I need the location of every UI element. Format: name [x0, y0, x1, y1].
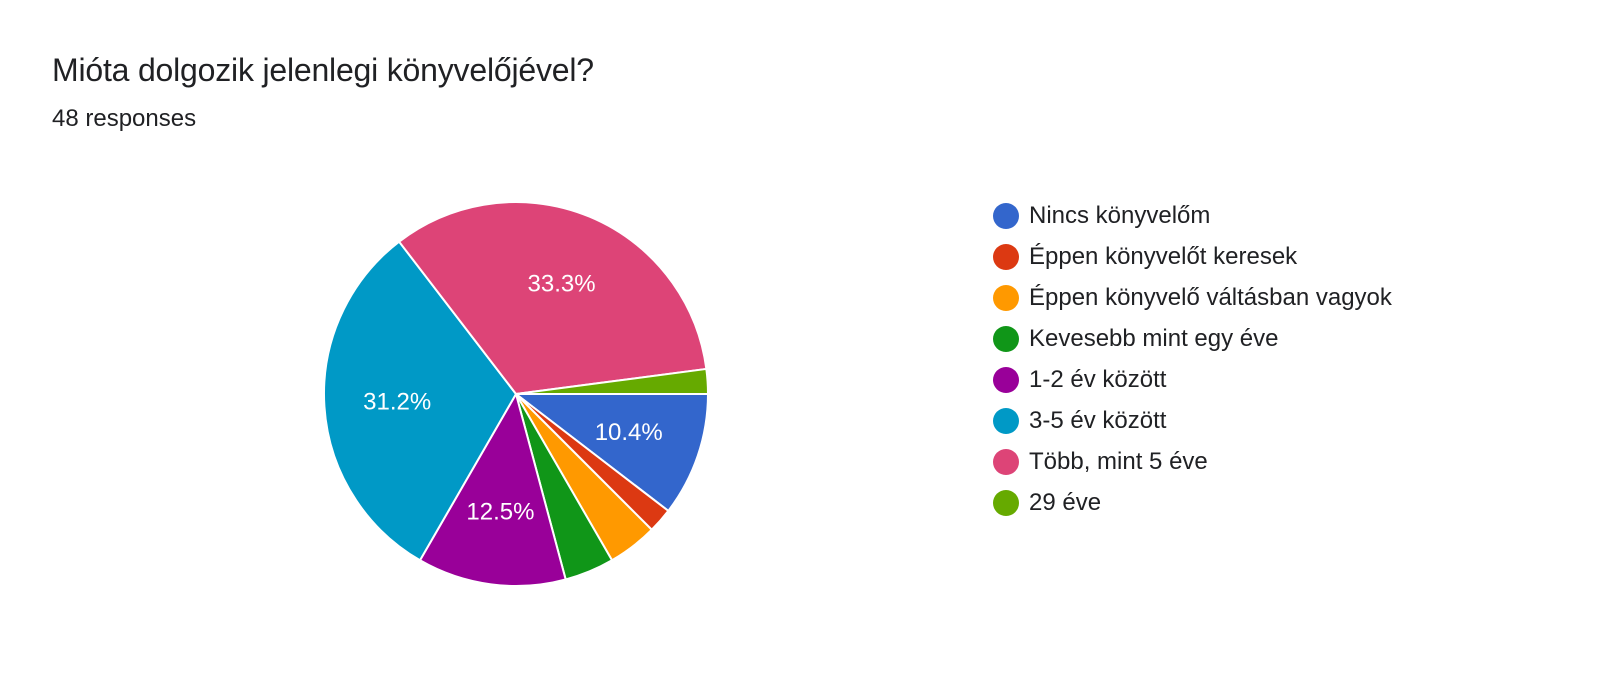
legend-swatch — [993, 489, 1019, 516]
legend-label: 29 éve — [1029, 488, 1102, 516]
pie-slice-6[interactable] — [323, 240, 517, 562]
slice-data-label: 10.4% — [595, 419, 663, 446]
legend-label: 3-5 év között — [1029, 406, 1167, 434]
legend-label: Nincs könyvelőm — [1029, 201, 1211, 229]
pie-slice-5[interactable] — [419, 393, 567, 587]
pie-slice-8[interactable] — [515, 367, 709, 395]
legend-item[interactable]: 3-5 év között — [993, 400, 1553, 441]
legend-label: Éppen könyvelőt keresek — [1029, 242, 1298, 270]
response-count: 48 responses — [52, 105, 197, 132]
legend-item[interactable]: Nincs könyvelőm — [993, 195, 1553, 236]
legend-item[interactable]: 1-2 év között — [993, 359, 1553, 400]
legend-swatch — [993, 325, 1019, 352]
legend-label: Több, mint 5 éve — [1029, 447, 1208, 475]
slice-data-label: 31.2% — [363, 388, 431, 415]
legend-swatch — [993, 407, 1019, 434]
chart-title: Mióta dolgozik jelenlegi könyvelőjével? — [52, 52, 594, 88]
legend-swatch — [993, 448, 1019, 475]
legend-swatch — [993, 366, 1019, 393]
legend-label: 1-2 év között — [1029, 365, 1167, 393]
legend-swatch — [993, 284, 1019, 311]
legend-swatch — [993, 202, 1019, 229]
legend-swatch — [993, 243, 1019, 270]
legend-item[interactable]: Éppen könyvelőt keresek — [993, 236, 1553, 277]
legend-label: Éppen könyvelő váltásban vagyok — [1029, 283, 1392, 311]
slice-data-label: 33.3% — [528, 271, 596, 298]
slice-data-label: 12.5% — [466, 499, 534, 526]
chart-legend: Nincs könyvelőm Éppen könyvelőt keresek Ép… — [993, 195, 1553, 523]
legend-label: Kevesebb mint egy éve — [1029, 324, 1279, 352]
legend-item[interactable]: Kevesebb mint egy éve — [993, 318, 1553, 359]
legend-item[interactable]: Éppen könyvelő váltásban vagyok — [993, 277, 1553, 318]
pie-slice-1[interactable] — [515, 393, 709, 512]
legend-item[interactable]: Több, mint 5 éve — [993, 441, 1553, 482]
legend-item[interactable]: 29 éve — [993, 482, 1553, 523]
pie-slice-7[interactable] — [398, 201, 708, 395]
